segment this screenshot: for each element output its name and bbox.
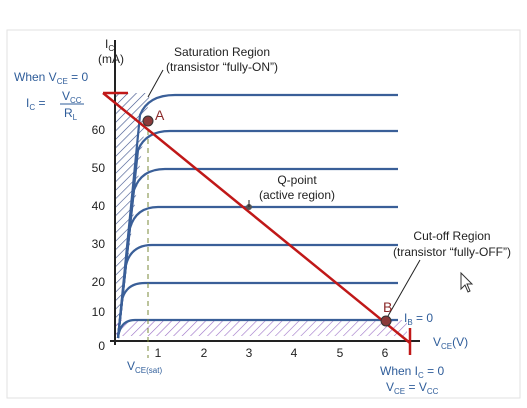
vce-sat-label: VCE(sat) — [127, 359, 162, 375]
y-tick-label: 30 — [92, 237, 106, 251]
text-part: C — [29, 103, 35, 112]
text-part: I — [26, 96, 29, 110]
text-part: CE — [57, 77, 68, 86]
cutoff-subtitle: (transistor “fully-OFF”) — [393, 245, 511, 259]
pointer — [387, 259, 421, 317]
ic-denominator: RL — [64, 106, 78, 122]
text-part: B — [407, 318, 412, 327]
text-part: CC — [70, 96, 82, 105]
x-axis-label: VCE(V) — [433, 335, 468, 351]
vce-vcc: VCE = VCC — [386, 380, 439, 396]
qpoint-title: Q-point — [277, 173, 317, 187]
text-part: = — [35, 96, 45, 110]
text-part: = V — [405, 380, 427, 394]
point-b-marker — [380, 315, 392, 327]
point-b-label: B — [383, 299, 392, 315]
text-part: V — [386, 380, 394, 394]
text-part: C — [418, 371, 424, 380]
text-part: V — [127, 359, 135, 373]
text-part: = 0 — [424, 364, 445, 378]
y-axis-unit: (mA) — [98, 52, 124, 66]
y-axis-sub: C — [108, 44, 114, 53]
text-part: R — [64, 106, 73, 120]
point-a-label: A — [155, 107, 165, 123]
x-tick-label: 1 — [155, 346, 162, 360]
cutoff-region — [115, 320, 407, 336]
text-part: CE(sat) — [135, 366, 162, 375]
x-axis-unit: (V) — [452, 335, 468, 349]
x-ticks: 1 2 3 4 5 6 — [155, 346, 389, 360]
text-part: = 0 — [413, 311, 434, 325]
x-tick-label: 4 — [291, 346, 298, 360]
ib-label: IB = 0 — [404, 311, 433, 327]
ic-numerator: VCC — [62, 89, 82, 105]
text-part: CC — [427, 387, 439, 396]
y-tick-label: 20 — [92, 275, 106, 289]
y-tick-label: 60 — [92, 123, 106, 137]
y-axis-main: I — [105, 37, 108, 51]
y-axis-label: IC — [105, 37, 114, 53]
text-part: V — [62, 89, 70, 103]
y-tick-label: 50 — [92, 161, 106, 175]
text-part: When I — [380, 364, 418, 378]
text-part: = 0 — [68, 70, 89, 84]
cutoff-title: Cut-off Region — [413, 229, 490, 243]
characteristic-curves — [116, 93, 398, 339]
x-axis-sub: CE — [441, 342, 452, 351]
saturation-subtitle: (transistor “fully-ON”) — [166, 60, 278, 74]
text-part: CE — [394, 387, 405, 396]
text-part: When V — [14, 70, 57, 84]
y-ticks: 0 10 20 30 40 50 60 — [92, 123, 106, 353]
y-tick-label: 0 — [98, 339, 105, 353]
mouse-cursor — [460, 271, 474, 293]
qpoint-subtitle: (active region) — [259, 188, 335, 202]
x-tick-label: 3 — [246, 346, 253, 360]
x-tick-label: 6 — [382, 346, 389, 360]
y-tick-label: 10 — [92, 305, 106, 319]
frame — [6, 29, 521, 399]
x-tick-label: 5 — [337, 346, 344, 360]
saturation-title: Saturation Region — [174, 45, 270, 59]
pointer — [147, 69, 164, 98]
text-part: L — [73, 113, 78, 122]
text-part: I — [404, 311, 407, 325]
when-ic: When IC = 0 — [380, 364, 444, 380]
ic-formula: IC = — [26, 96, 45, 112]
load-line — [102, 92, 411, 344]
y-tick-label: 40 — [92, 199, 106, 213]
point-a-marker — [142, 115, 154, 127]
when-vce: When VCE = 0 — [14, 70, 88, 86]
x-tick-label: 2 — [201, 346, 208, 360]
x-axis-main: V — [433, 335, 441, 349]
saturation-region — [115, 93, 150, 338]
